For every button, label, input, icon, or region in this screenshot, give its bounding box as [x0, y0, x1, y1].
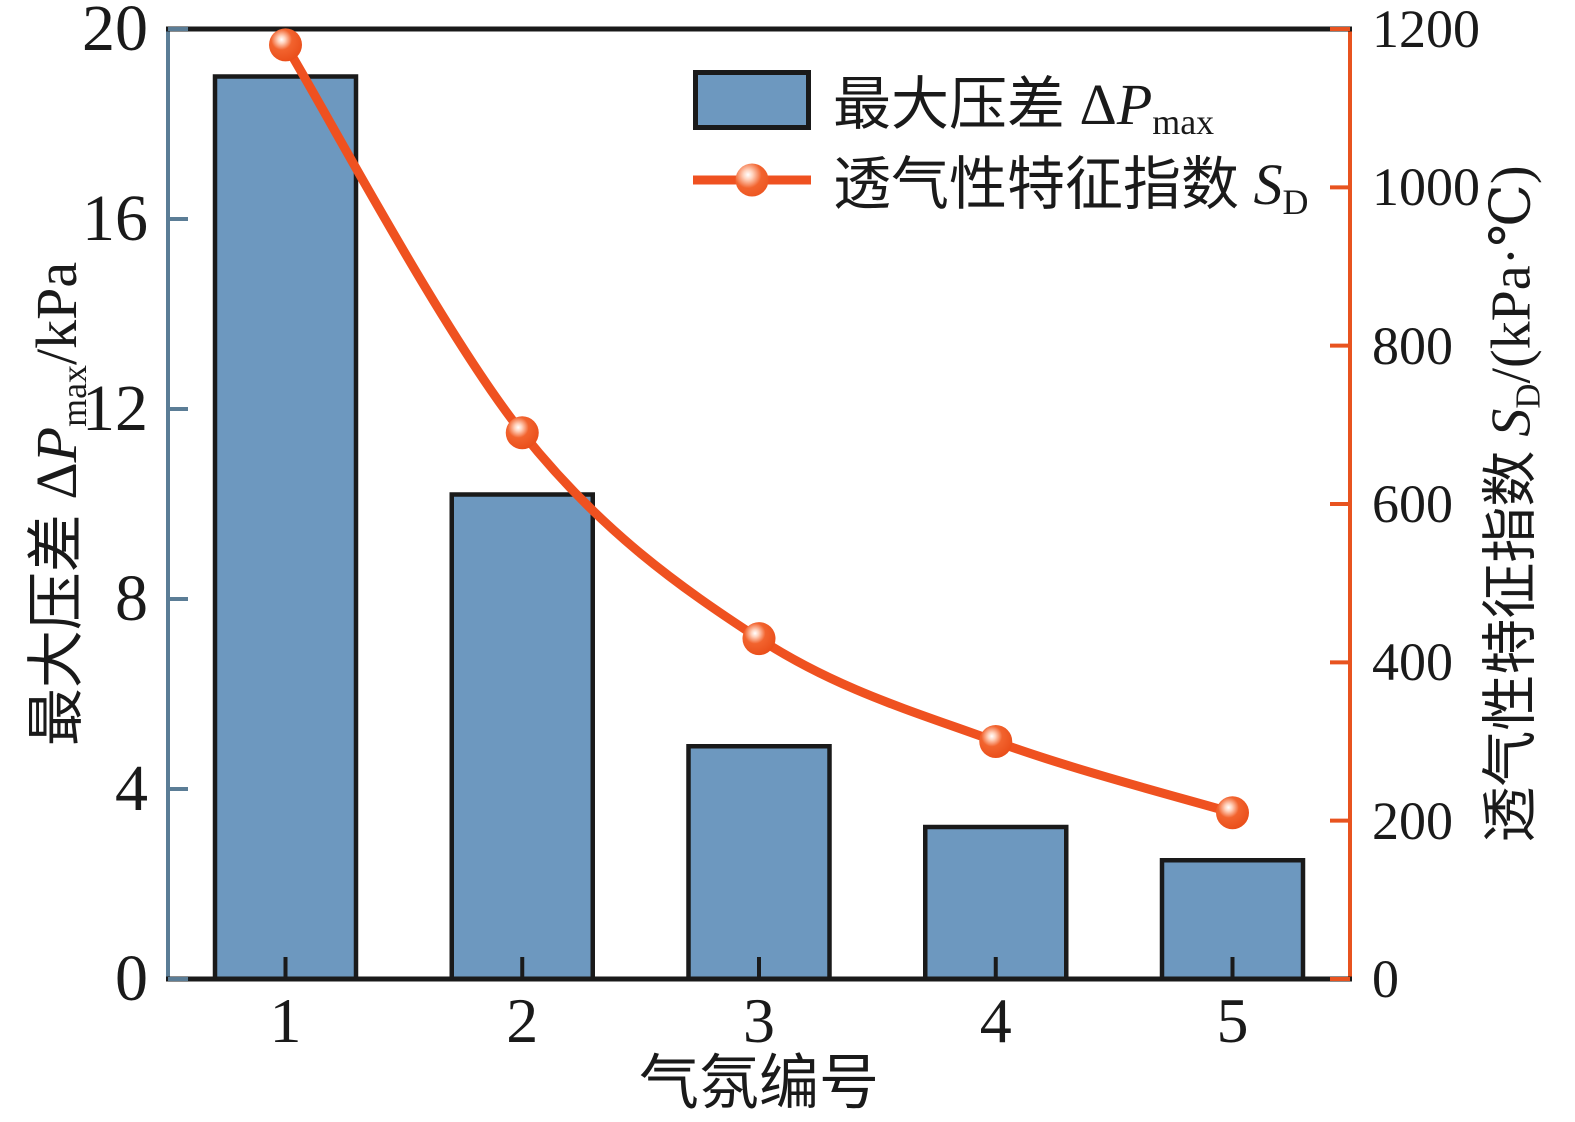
- legend-bar-swatch: [693, 70, 811, 130]
- axes-frame: [166, 26, 1352, 982]
- left-axis-title: 最大压差 ΔPmax/kPa: [9, 262, 95, 746]
- x-axis-tick-label: 1: [269, 985, 302, 1056]
- right-axis-title-symbol: S: [1480, 408, 1543, 437]
- right-axis-tick-label: 0: [1372, 949, 1399, 1009]
- line-marker-category-3: [742, 622, 776, 656]
- right-axis-tick-label: 1200: [1372, 0, 1480, 59]
- legend-item-permeability: 透气性特征指数 SD: [693, 148, 1308, 222]
- left-axis-tick-label: 16: [82, 182, 148, 255]
- x-axis-tick-label: 2: [506, 985, 539, 1056]
- right-axis-title-subscript: D: [1508, 383, 1548, 409]
- bar-series: [212, 74, 1306, 982]
- left-axis-tick-label: 20: [82, 0, 148, 65]
- left-axis-title-unit: /kPa: [23, 261, 89, 365]
- x-axis-tick-label: 3: [743, 985, 775, 1056]
- legend-item-permeability-label: 透气性特征指数 SD: [833, 151, 1309, 223]
- right-axis-tick-label: 200: [1372, 790, 1453, 851]
- right-axis-title-unit: /(kPa·℃): [1480, 165, 1543, 384]
- permeability-line: [281, 42, 1234, 818]
- legend-item-pressure: 最大压差 ΔPmax: [693, 68, 1308, 142]
- right-axis-tick-label: 800: [1372, 315, 1453, 376]
- bar-category-3: [686, 744, 832, 982]
- line-marker-category-2: [505, 416, 539, 450]
- right-axis-title-text: 透气性特征指数: [1480, 436, 1543, 843]
- x-axis-title: 气氛编号: [639, 1050, 879, 1117]
- legend-item-pressure-label: 最大压差 ΔPmax: [833, 71, 1215, 143]
- bar-category-1: [212, 74, 359, 982]
- right-axis-title: 透气性特征指数 SD/(kPa·℃): [1466, 165, 1549, 842]
- right-axis-tick-label: 400: [1372, 632, 1453, 693]
- left-axis-tick-label: 0: [115, 942, 148, 1015]
- line-marker-category-1: [269, 28, 302, 62]
- bar-category-4: [923, 824, 1069, 982]
- left-axis-tick-label: 4: [115, 752, 148, 825]
- right-axis-tick-label: 600: [1372, 474, 1453, 534]
- line-marker-category-5: [1216, 796, 1249, 830]
- x-axis-tick-label: 4: [979, 985, 1012, 1056]
- x-axis-tick-label: 5: [1216, 985, 1249, 1056]
- legend-ball-icon: [735, 163, 769, 197]
- bar-category-2: [449, 492, 595, 982]
- left-axis-tick-label: 12: [82, 372, 148, 445]
- line-series: [269, 28, 1249, 830]
- left-axis-tick-label: 8: [115, 562, 148, 635]
- line-marker-category-4: [979, 725, 1013, 758]
- legend-line-marker: [693, 153, 811, 207]
- right-axis-tick-label: 1000: [1372, 157, 1480, 218]
- legend: 最大压差 ΔPmax 透气性特征指数 SD: [693, 68, 1308, 228]
